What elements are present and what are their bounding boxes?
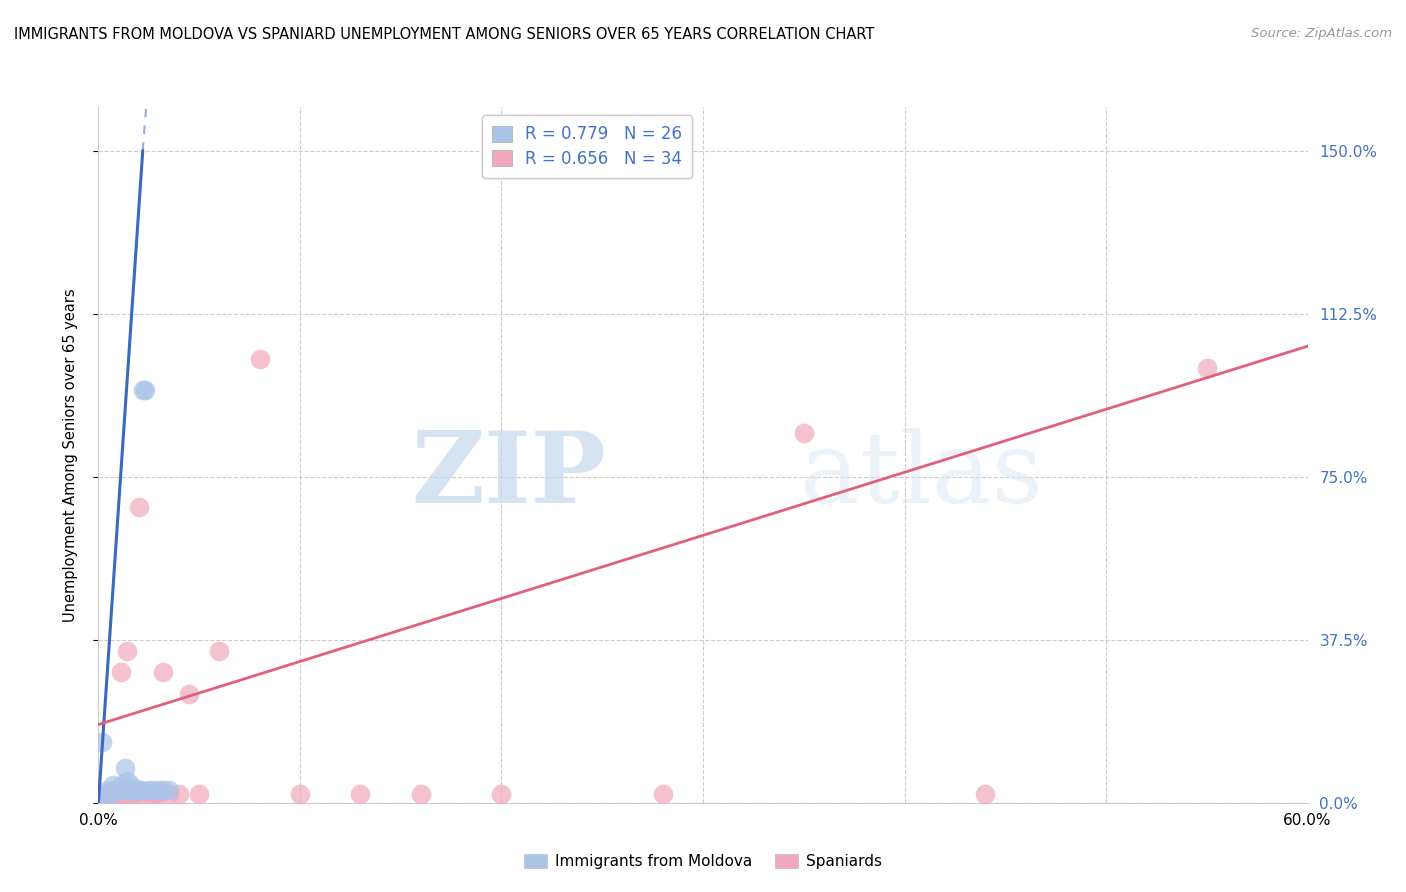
Point bbox=[91, 787, 114, 801]
Text: IMMIGRANTS FROM MOLDOVA VS SPANIARD UNEMPLOYMENT AMONG SENIORS OVER 65 YEARS COR: IMMIGRANTS FROM MOLDOVA VS SPANIARD UNEM… bbox=[14, 27, 875, 42]
Point bbox=[111, 782, 134, 797]
Point bbox=[105, 782, 128, 797]
Point bbox=[148, 782, 170, 797]
Point bbox=[97, 782, 120, 797]
Point bbox=[188, 787, 211, 801]
Point bbox=[121, 782, 143, 797]
Text: atlas: atlas bbox=[800, 428, 1042, 524]
Point bbox=[142, 782, 165, 797]
Point bbox=[101, 787, 124, 801]
Point bbox=[96, 787, 118, 801]
Point bbox=[97, 787, 120, 801]
Point bbox=[132, 383, 155, 397]
Point bbox=[128, 782, 150, 797]
Point bbox=[208, 643, 231, 657]
Point bbox=[107, 782, 129, 797]
Point bbox=[111, 787, 134, 801]
Point bbox=[167, 787, 190, 801]
Text: ZIP: ZIP bbox=[412, 427, 606, 524]
Point bbox=[157, 782, 180, 797]
Point bbox=[115, 643, 138, 657]
Point bbox=[103, 787, 125, 801]
Point bbox=[110, 665, 132, 680]
Point bbox=[96, 787, 118, 801]
Point bbox=[118, 787, 141, 801]
Point bbox=[107, 787, 129, 801]
Point bbox=[115, 774, 138, 789]
Point bbox=[138, 787, 160, 801]
Point bbox=[974, 787, 997, 801]
Point bbox=[124, 782, 146, 797]
Point bbox=[793, 426, 815, 441]
Point bbox=[100, 787, 122, 801]
Point bbox=[288, 787, 311, 801]
Point bbox=[100, 787, 122, 801]
Point bbox=[118, 782, 141, 797]
Point bbox=[132, 787, 155, 801]
Point bbox=[1195, 360, 1218, 375]
Point bbox=[179, 687, 201, 701]
Point bbox=[124, 787, 146, 801]
Point bbox=[120, 778, 142, 792]
Text: Source: ZipAtlas.com: Source: ZipAtlas.com bbox=[1251, 27, 1392, 40]
Point bbox=[134, 383, 156, 397]
Point bbox=[101, 778, 124, 792]
Point bbox=[143, 787, 166, 801]
Point bbox=[157, 787, 180, 801]
Point bbox=[129, 782, 152, 797]
Point bbox=[409, 787, 432, 801]
Point bbox=[249, 352, 271, 367]
Point bbox=[120, 787, 142, 801]
Point bbox=[651, 787, 673, 801]
Point bbox=[138, 782, 160, 797]
Y-axis label: Unemployment Among Seniors over 65 years: Unemployment Among Seniors over 65 years bbox=[63, 288, 77, 622]
Legend: Immigrants from Moldova, Spaniards: Immigrants from Moldova, Spaniards bbox=[519, 847, 887, 875]
Point bbox=[93, 787, 115, 801]
Point bbox=[128, 500, 150, 514]
Point bbox=[91, 735, 114, 749]
Point bbox=[152, 782, 174, 797]
Point bbox=[110, 778, 132, 792]
Point bbox=[349, 787, 371, 801]
Point bbox=[103, 782, 125, 797]
Point bbox=[125, 782, 148, 797]
Point bbox=[152, 665, 174, 680]
Point bbox=[491, 787, 513, 801]
Point bbox=[148, 787, 170, 801]
Point bbox=[114, 761, 136, 775]
